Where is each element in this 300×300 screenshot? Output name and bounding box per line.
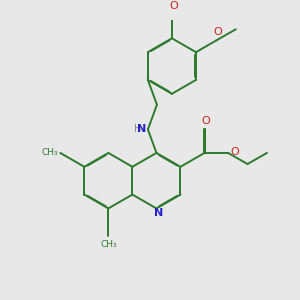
Text: CH₃: CH₃ — [42, 148, 58, 158]
Text: N: N — [137, 124, 146, 134]
Text: N: N — [154, 208, 163, 218]
Text: O: O — [213, 27, 222, 37]
Text: O: O — [169, 2, 178, 11]
Text: H: H — [134, 124, 142, 134]
Text: CH₃: CH₃ — [100, 239, 117, 248]
Text: O: O — [202, 116, 210, 126]
Text: O: O — [231, 146, 240, 157]
